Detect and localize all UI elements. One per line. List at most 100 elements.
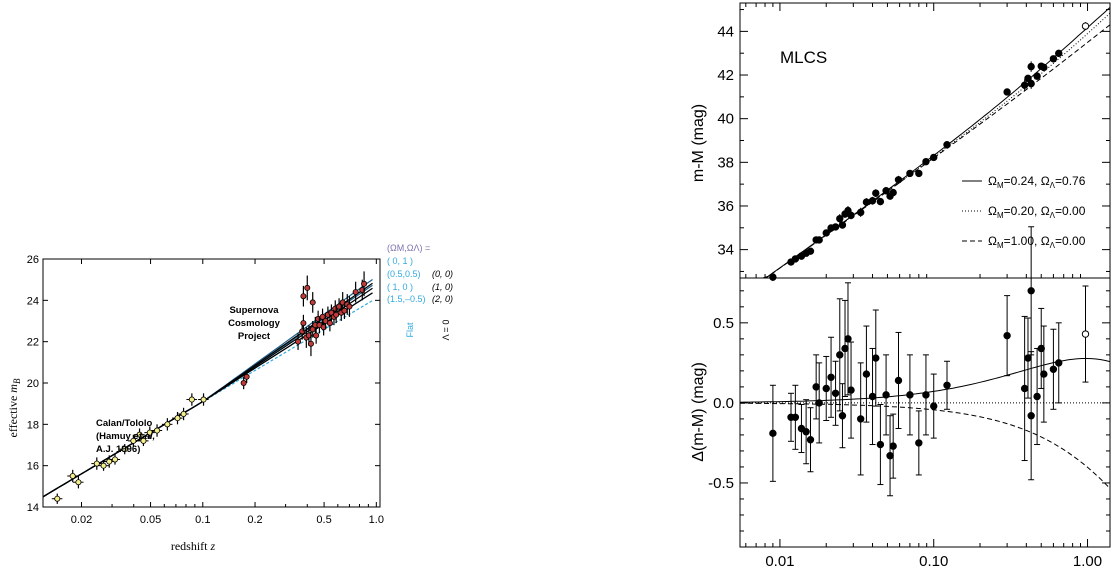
- svg-text:Supernova: Supernova: [229, 305, 279, 316]
- legend-entry-dashed: ΩM=1.00, ΩΛ=0.00: [988, 234, 1086, 250]
- hamuy-data-point: [54, 495, 61, 502]
- top-data-point: [806, 247, 815, 255]
- left-x-tick-label: 1.0: [369, 514, 384, 526]
- residual-data-point: [943, 381, 951, 389]
- hamuy-data-point: [136, 431, 143, 438]
- hamuy-data-point: [69, 472, 76, 479]
- hamuy-data-point: [140, 437, 147, 444]
- residual-data-point: [1020, 384, 1029, 393]
- residual-data-point: [862, 370, 871, 378]
- bottom-x-tick-label: 0.10: [919, 553, 948, 570]
- left-x-tick-label: 0.2: [247, 514, 262, 526]
- left-x-tick-label: 0.1: [195, 514, 210, 526]
- bottom-x-tick-label: 1.00: [1073, 553, 1102, 570]
- scp-data-point: [313, 332, 320, 339]
- left-y-axis-label: effective mB: [6, 378, 22, 437]
- top-data-point: [791, 255, 800, 263]
- bottom-panel-plot: 0.01 0.10 1.00 -0.5 0.0 0.5: [708, 226, 1111, 570]
- hamuy-data-point: [121, 446, 128, 453]
- residual-data-point: [806, 436, 815, 444]
- bottom-y-tick-label: 0.5: [713, 315, 734, 332]
- residual-data-point: [876, 440, 885, 449]
- hamuy-data-point: [106, 458, 113, 465]
- residual-data-point: [831, 389, 840, 397]
- top-data-point: [894, 176, 903, 184]
- top-data-point: [856, 208, 865, 217]
- left-x-tick-label: 0.05: [140, 514, 161, 526]
- top-data-point: [876, 197, 885, 206]
- residual-data-point: [1049, 365, 1058, 373]
- calan-tololo-annotation: Calan/Tololo (Hamuy et al, A.J. 1996): [96, 418, 155, 455]
- legend-flat-label: Flat: [405, 322, 415, 338]
- hamuy-data-point: [100, 462, 107, 469]
- cosmology-legend: (ΩM,ΩΛ) = ( 0, 1 ) (0.5,0.5) ( 1, 0 ) (1…: [387, 243, 453, 340]
- svg-text:Cosmology: Cosmology: [228, 318, 280, 329]
- left-y-tick-label: 24: [27, 295, 39, 307]
- top-data-point: [915, 169, 923, 178]
- residual-data-point: [1024, 354, 1032, 362]
- hamuy-data-point: [180, 410, 187, 417]
- residual-data-point: [906, 391, 914, 399]
- residual-data-point: [856, 415, 865, 423]
- scp-data-point: [352, 289, 359, 296]
- legend-flat-1: (0.5,0.5): [387, 269, 421, 279]
- scp-data-point: [304, 284, 311, 291]
- residual-data-point: [827, 373, 835, 381]
- residual-data-point: [815, 399, 823, 407]
- residual-data-point: [1003, 331, 1011, 340]
- top-y-tick-label: 34: [717, 242, 734, 259]
- hamuy-data-point: [75, 479, 82, 486]
- scp-data-point: [346, 303, 353, 310]
- left-y-tick-label: 26: [27, 254, 39, 266]
- residual-data-point: [838, 412, 847, 420]
- top-data-point: [943, 141, 951, 149]
- top-y-tick-label: 36: [717, 198, 734, 215]
- left-axis-ticks: 14 16 18 20 22 24 26 0.02 0.05 0.1 0.2 0.5 1.0: [27, 254, 384, 526]
- legend-lambda-2: (2, 0): [432, 294, 453, 304]
- left-plot-area: [42, 258, 381, 508]
- top-data-point: [906, 169, 914, 178]
- top-data-point: [882, 187, 890, 195]
- top-data-point: [1033, 72, 1041, 80]
- hamuy-data-point: [112, 456, 119, 463]
- top-data-point: [836, 214, 844, 223]
- residual-data-point: [872, 354, 880, 362]
- legend-entry-dotted: ΩM=0.20, ΩΛ=0.00: [988, 204, 1086, 220]
- residual-data-point: [822, 384, 830, 393]
- scp-data-point: [307, 340, 314, 347]
- residual-data-point: [841, 344, 849, 353]
- residual-data-point: [1027, 412, 1035, 420]
- top-data-point: [1040, 63, 1048, 72]
- top-data-point: [1024, 74, 1032, 83]
- top-data-point: [1027, 79, 1035, 88]
- top-y-tick-label: 44: [717, 23, 734, 40]
- scp-annotation: Supernova Cosmology Project: [228, 305, 280, 342]
- left-y-tick-label: 16: [27, 461, 39, 473]
- scp-data-point: [320, 324, 327, 331]
- top-open-point: [1081, 22, 1090, 30]
- scp-data-point: [300, 320, 307, 327]
- residual-open-point: [1081, 330, 1090, 338]
- legend-lambda-0: (0, 0): [432, 269, 453, 279]
- scp-data-point: [295, 338, 302, 345]
- legend-entry-solid: ΩM=0.24, ΩΛ=0.76: [988, 174, 1086, 190]
- left-y-tick-label: 22: [27, 337, 39, 349]
- left-x-tick-label: 0.5: [316, 514, 331, 526]
- residual-data-point: [922, 391, 930, 399]
- residual-data-point: [894, 376, 903, 385]
- top-data-point: [1049, 55, 1058, 63]
- top-data-point: [1020, 81, 1029, 89]
- hamuy-data-point: [93, 460, 100, 467]
- top-data-point: [815, 236, 823, 244]
- hamuy-data-point: [188, 396, 195, 403]
- legend-flat-2: ( 1, 0 ): [387, 282, 413, 292]
- top-data-point: [862, 198, 871, 206]
- svg-text:A.J. 1996): A.J. 1996): [96, 444, 140, 455]
- residual-data-point: [1055, 359, 1063, 367]
- top-data-point: [831, 223, 840, 231]
- top-data-point: [930, 153, 938, 162]
- residual-data-point: [868, 392, 877, 401]
- top-data-point: [868, 197, 877, 205]
- top-data-point: [822, 229, 830, 237]
